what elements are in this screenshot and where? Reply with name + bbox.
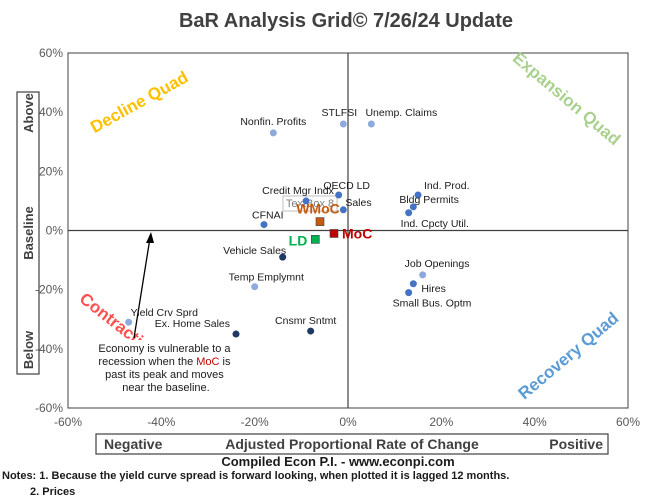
side-word-above: Above bbox=[21, 93, 36, 133]
x-tick-label: 40% bbox=[523, 415, 547, 429]
source-line: Compiled Econ P.I. - www.econpi.com bbox=[221, 454, 454, 469]
axis-word-center: Adjusted Proportional Rate of Change bbox=[225, 436, 479, 452]
point-label: STLFSI bbox=[322, 107, 358, 119]
x-tick-label: 60% bbox=[616, 415, 640, 429]
y-tick-label: 60% bbox=[39, 46, 63, 60]
y-tick-label: 0% bbox=[46, 224, 64, 238]
point-label: OECD LD bbox=[323, 180, 370, 192]
x-tick-label: -40% bbox=[147, 415, 175, 429]
side-word-below: Below bbox=[21, 330, 36, 369]
notes-line-1: Notes: 1. Because the yield curve spread… bbox=[2, 470, 510, 482]
annotation-moc-highlight: MoC bbox=[196, 356, 219, 368]
point-oecd-ld bbox=[335, 191, 343, 199]
y-tick-label: -60% bbox=[35, 401, 63, 415]
marker-label-wmoc: WMoC bbox=[296, 201, 340, 217]
point-label: Nonfin. Profits bbox=[240, 116, 306, 128]
point-job-openings bbox=[419, 271, 427, 279]
point-label: Cnsmr Sntmt bbox=[275, 315, 336, 327]
point-ex-home-sales bbox=[232, 330, 240, 338]
point-ind-prod- bbox=[414, 191, 422, 199]
x-tick-label: -20% bbox=[241, 415, 269, 429]
y-tick-label: -20% bbox=[35, 283, 63, 297]
point-label: Ex. Home Sales bbox=[155, 318, 230, 330]
axis-bar bbox=[95, 433, 609, 455]
point-label: Job Openings bbox=[405, 258, 470, 270]
point-hires bbox=[409, 280, 417, 288]
side-bar bbox=[16, 91, 40, 375]
x-tick-label: 20% bbox=[429, 415, 453, 429]
annotation-line-4: near the baseline. bbox=[122, 382, 209, 394]
textbox-artifact bbox=[282, 195, 338, 212]
point-label: Hires bbox=[421, 283, 446, 295]
annotation-text: Economy is vulnerable to a recession whe… bbox=[98, 343, 233, 394]
annotation-line-2: recession when the MoC is bbox=[98, 356, 231, 368]
x-tick-label: 0% bbox=[339, 415, 357, 429]
point-ind-cpcty-util- bbox=[405, 209, 413, 217]
marker-ld bbox=[311, 235, 320, 244]
axis-word-positive: Positive bbox=[549, 436, 603, 452]
annotation-line-3: past its peak and moves bbox=[105, 369, 224, 381]
point-label: CFNAI bbox=[252, 210, 284, 222]
marker-moc bbox=[329, 229, 339, 238]
annotation-line-1: Economy is vulnerable to a bbox=[98, 343, 231, 355]
notes-line-2: 2. Prices bbox=[30, 486, 76, 498]
point-cnsmr-sntmt bbox=[307, 327, 315, 335]
annotation-arrow bbox=[133, 237, 151, 339]
annotation-line-2-end: is bbox=[220, 356, 232, 368]
annotation-line-2-start: recession when the bbox=[98, 356, 196, 368]
point-nonfin-profits bbox=[269, 129, 277, 137]
marker-label-moc: MoC bbox=[342, 225, 372, 241]
point-label: Small Bus. Optm bbox=[393, 298, 472, 310]
marker-label-ld: LD bbox=[289, 232, 308, 248]
point-cfnai bbox=[260, 221, 268, 229]
chart-title: BaR Analysis Grid© 7/26/24 Update bbox=[179, 10, 513, 32]
point-bldg-permits bbox=[409, 203, 417, 211]
point-unemp-claims bbox=[367, 120, 375, 128]
marker-wmoc bbox=[315, 217, 325, 226]
axis-word-negative: Negative bbox=[104, 436, 163, 452]
point-label: Bldg Permits bbox=[399, 194, 459, 206]
point-label: Vehicle Sales bbox=[223, 245, 286, 257]
point-yield-crv-sprd bbox=[125, 318, 133, 326]
point-label: Temp Emplymnt bbox=[229, 272, 304, 284]
point-credit-mgr-indx bbox=[302, 197, 310, 205]
point-label: Ind. Cpcty Util. bbox=[401, 218, 469, 230]
x-tick-label: -60% bbox=[54, 415, 82, 429]
point-label: Sales bbox=[345, 197, 371, 209]
point-temp-emplymnt bbox=[251, 283, 259, 291]
point-sales bbox=[339, 206, 347, 214]
point-label: Yield Crv Sprd bbox=[131, 307, 198, 319]
point-stlfsi bbox=[339, 120, 347, 128]
quad-label-recovery: Recovery Quad bbox=[515, 308, 623, 403]
y-tick-label: -40% bbox=[35, 342, 63, 356]
point-label: Unemp. Claims bbox=[365, 107, 437, 119]
side-word-baseline: Baseline bbox=[21, 206, 36, 259]
annotation-box bbox=[104, 340, 228, 402]
point-vehicle-sales bbox=[279, 253, 287, 261]
point-small-bus-optm bbox=[405, 289, 413, 297]
annotation-arrow-head bbox=[146, 232, 154, 243]
y-tick-label: 40% bbox=[39, 105, 63, 119]
quad-label-decline: Decline Quad bbox=[87, 68, 191, 137]
y-tick-label: 20% bbox=[39, 164, 63, 178]
quad-label-expansion: Expansion Quad bbox=[509, 48, 624, 149]
textbox-artifact-label: TextBox 8 bbox=[286, 198, 334, 210]
point-label: Ind. Prod. bbox=[424, 180, 470, 192]
point-label: Credit Mgr Indx bbox=[262, 185, 335, 197]
